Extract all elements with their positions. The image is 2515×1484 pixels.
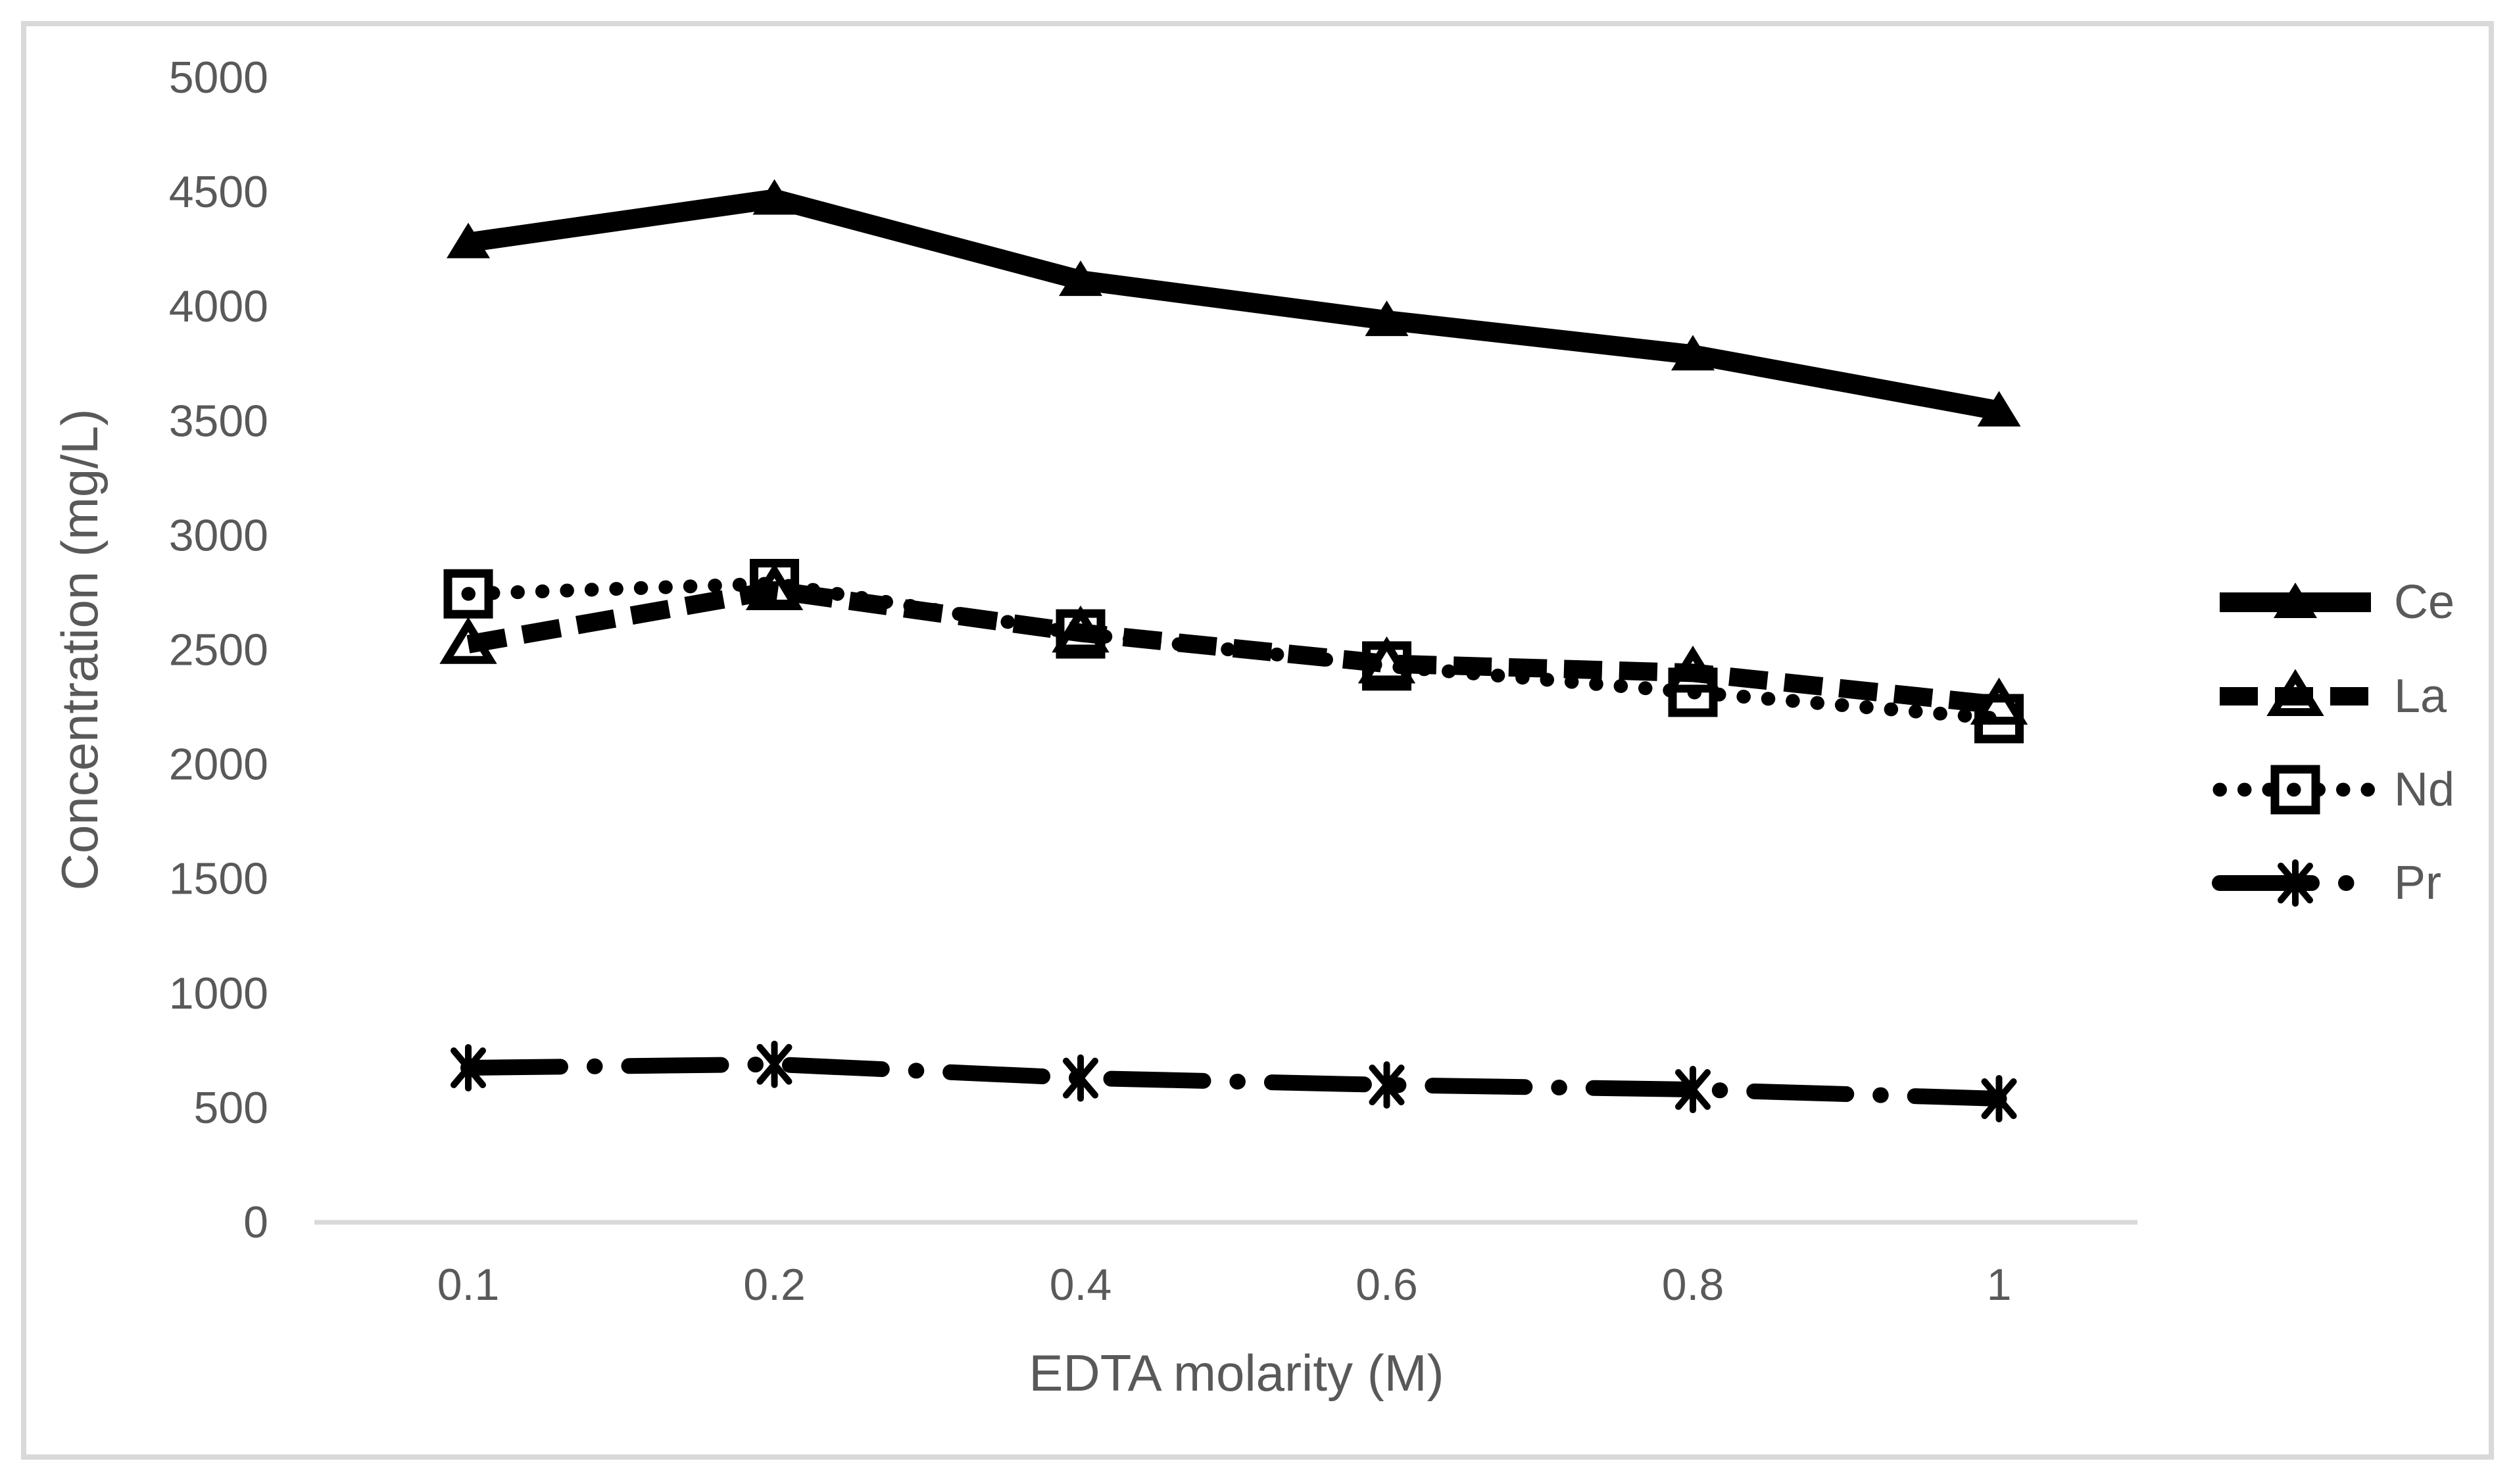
legend-marker-sample <box>2266 669 2324 716</box>
series-marker-Ce <box>752 179 796 215</box>
y-tick-label: 4000 <box>169 281 268 331</box>
open-square-marker <box>750 559 799 609</box>
y-tick-label: 2000 <box>169 740 268 790</box>
y-tick-label: 1000 <box>169 969 268 1018</box>
series-lines-and-markers <box>439 179 2028 1122</box>
series-marker-Nd <box>1362 641 1411 691</box>
y-axis-title: Concentration (mg/L) <box>51 409 109 891</box>
open-square-marker <box>1362 641 1411 691</box>
y-tick-label: 1500 <box>169 854 268 904</box>
y-axis-tick-labels: 0 500 1000 1500 2000 2500 3000 3500 4000 4500 5000 <box>169 53 268 1247</box>
series-marker-Nd <box>443 569 493 619</box>
x-axis-tick-labels: 0.1 0.2 0.4 0.6 0.8 1 <box>437 1260 2012 1310</box>
asterisk-stroke <box>756 1043 793 1085</box>
x-axis-title: EDTA molarity (M) <box>1029 1344 1444 1402</box>
x-tick-label: 0.1 <box>437 1260 500 1310</box>
series-marker-La <box>1052 605 1110 653</box>
asterisk-stroke <box>2278 863 2313 903</box>
asterisk-stroke <box>1369 1065 1405 1106</box>
series-marker-Pr <box>1981 1074 2017 1122</box>
open-square-marker <box>443 569 493 619</box>
legend-label-Ce: Ce <box>2394 576 2454 629</box>
x-tick-label: 0.6 <box>1355 1260 1418 1310</box>
x-tick-label: 0.2 <box>743 1260 806 1310</box>
series-marker-Pr <box>1369 1061 1405 1109</box>
legend-marker-sample <box>2274 583 2317 618</box>
legend: Ce La Nd Pr <box>2212 576 2454 909</box>
legend-item-Ce: Ce <box>2220 576 2454 629</box>
legend-item-La: La <box>2220 669 2447 723</box>
asterisk-stroke <box>1675 1069 1711 1111</box>
asterisk-stroke <box>1063 1057 1098 1099</box>
legend-marker-sample <box>2270 765 2320 815</box>
filled-triangle-marker <box>1059 260 1102 297</box>
series-line-Nd <box>461 577 2006 726</box>
legend-label-La: La <box>2394 670 2447 723</box>
legend-item-Nd: Nd <box>2212 763 2454 816</box>
filled-triangle-marker <box>1365 300 1409 337</box>
legend-label-Nd: Nd <box>2394 763 2454 816</box>
filled-triangle-marker <box>1977 391 2021 427</box>
y-tick-label: 500 <box>194 1083 268 1133</box>
series-marker-Pr <box>451 1043 486 1091</box>
series-marker-Ce <box>1059 260 1102 297</box>
open-square-marker <box>1974 694 2024 744</box>
series-marker-Pr <box>1063 1054 1098 1102</box>
y-tick-label: 3000 <box>169 510 268 560</box>
series-marker-La <box>439 617 497 664</box>
asterisk-stroke <box>1981 1078 2017 1119</box>
series-marker-Nd <box>750 559 799 609</box>
series-marker-Pr <box>756 1040 793 1088</box>
filled-triangle-marker <box>752 179 796 215</box>
open-triangle-marker <box>2266 669 2324 716</box>
y-tick-label: 3500 <box>169 396 268 446</box>
open-square-marker <box>2270 765 2320 815</box>
open-triangle-marker <box>439 617 497 664</box>
series-marker-Ce <box>1671 335 1715 371</box>
open-triangle-marker <box>1970 677 2028 725</box>
series-marker-Nd <box>1974 694 2024 744</box>
series-marker-Ce <box>1977 391 2021 427</box>
series-marker-La <box>1970 677 2028 725</box>
series-marker-Nd <box>1668 667 1718 717</box>
asterisk-stroke <box>451 1047 486 1088</box>
series-marker-Pr <box>1675 1066 1711 1114</box>
y-tick-label: 4500 <box>169 167 268 217</box>
filled-triangle-marker <box>2274 583 2317 618</box>
series-line-Ce <box>466 189 2001 421</box>
open-square-marker <box>1668 667 1718 717</box>
y-tick-label: 0 <box>243 1197 268 1247</box>
chart-border <box>21 21 2494 1460</box>
series-marker-Ce <box>1365 300 1409 337</box>
series-line-Pr <box>460 1056 2007 1107</box>
filled-triangle-marker <box>447 222 490 258</box>
legend-marker-sample <box>2278 859 2313 907</box>
x-tick-label: 1 <box>1987 1260 2012 1310</box>
x-tick-label: 0.4 <box>1050 1260 1112 1310</box>
series-marker-Nd <box>1056 609 1106 659</box>
series-marker-Ce <box>447 222 490 258</box>
open-triangle-marker <box>1052 605 1110 653</box>
open-square-marker <box>1056 609 1106 659</box>
y-tick-label: 2500 <box>169 625 268 675</box>
legend-item-Pr: Pr <box>2212 857 2441 909</box>
x-tick-label: 0.8 <box>1662 1260 1724 1310</box>
filled-triangle-marker <box>1671 335 1715 371</box>
y-tick-label: 5000 <box>169 53 268 103</box>
legend-label-Pr: Pr <box>2394 857 2441 909</box>
